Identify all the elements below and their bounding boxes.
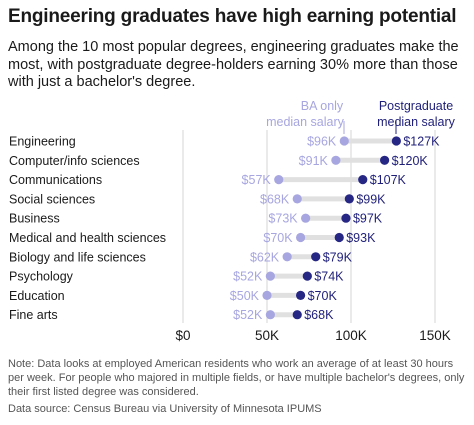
ba-point: [339, 136, 349, 146]
legend-ba-line2: median salary: [266, 115, 345, 129]
legend-pg-line2: median salary: [377, 115, 456, 129]
ba-point: [301, 213, 311, 223]
postgrad-value-label: $74K: [314, 270, 344, 284]
row-psychology: Psychology $52K $74K: [9, 270, 344, 284]
ba-point: [296, 232, 306, 243]
ba-point: [331, 155, 341, 165]
ba-value-label: $62K: [250, 250, 280, 264]
ba-point: [262, 290, 272, 300]
postgrad-value-label: $93K: [346, 231, 376, 245]
postgrad-value-label: $127K: [403, 135, 440, 149]
category-label: Business: [9, 212, 60, 226]
postgrad-value-label: $70K: [308, 289, 338, 303]
chart-note: Note: Data looks at employed American re…: [8, 358, 465, 398]
row-medical-and-health-sciences: Medical and health sciences $70K $93K: [9, 231, 376, 245]
ba-value-label: $50K: [230, 289, 260, 303]
postgrad-value-label: $120K: [392, 154, 429, 168]
ba-value-label: $70K: [263, 231, 293, 245]
row-business: Business $73K $97K: [9, 212, 383, 226]
category-label: Medical and health sciences: [9, 231, 166, 245]
x-tick-label: $0: [175, 328, 190, 343]
postgrad-point: [391, 136, 401, 146]
x-tick-label: 50K: [255, 328, 279, 343]
legend-pg-line1: Postgraduate: [379, 99, 453, 113]
postgrad-value-label: $68K: [304, 308, 334, 322]
ba-value-label: $96K: [307, 135, 337, 149]
row-biology-and-life-sciences: Biology and life sciences $62K $79K: [9, 250, 353, 264]
postgrad-value-label: $97K: [353, 212, 383, 226]
postgrad-point: [292, 310, 302, 320]
postgrad-value-label: $99K: [356, 192, 386, 206]
postgrad-point: [334, 232, 344, 243]
postgrad-point: [341, 213, 351, 223]
postgrad-point: [358, 175, 368, 185]
chart-title: Engineering graduates have high earning …: [8, 6, 457, 27]
data-rows: Engineering $96K $127K Computer/info scienc…: [9, 135, 440, 323]
x-tick-label: 100K: [335, 328, 367, 343]
row-engineering: Engineering $96K $127K: [9, 135, 440, 149]
ba-value-label: $52K: [233, 270, 263, 284]
ba-value-label: $52K: [233, 308, 263, 322]
chart-subtitle: Among the 10 most popular degrees, engin…: [8, 39, 459, 90]
postgrad-point: [302, 271, 312, 281]
row-education: Education $50K $70K: [9, 289, 337, 303]
postgrad-value-label: $107K: [370, 173, 407, 187]
x-tick-label: 150K: [419, 328, 451, 343]
x-axis: $0 50K 100K 150K: [175, 328, 450, 343]
postgrad-point: [296, 290, 306, 300]
postgrad-value-label: $79K: [323, 250, 353, 264]
legend: BA only median salary Postgraduate media…: [266, 99, 456, 134]
category-label: Communications: [9, 173, 102, 187]
data-source: Data source: Census Bureau via Universit…: [8, 403, 322, 415]
ba-point: [274, 175, 284, 185]
ba-value-label: $91K: [299, 154, 329, 168]
ba-point: [265, 271, 275, 281]
ba-value-label: $57K: [242, 173, 272, 187]
postgrad-point: [344, 194, 354, 204]
row-communications: Communications $57K $107K: [9, 173, 407, 187]
ba-point: [282, 252, 292, 262]
category-label: Computer/info sciences: [9, 154, 140, 168]
category-label: Social sciences: [9, 192, 95, 206]
postgrad-point: [380, 155, 390, 165]
category-label: Fine arts: [9, 308, 58, 322]
postgrad-point: [311, 252, 321, 262]
ba-value-label: $73K: [268, 212, 298, 226]
dumbbell-chart: BA only median salary Postgraduate media…: [9, 99, 456, 343]
row-fine-arts: Fine arts $52K $68K: [9, 308, 334, 322]
category-label: Biology and life sciences: [9, 250, 146, 264]
ba-point: [265, 310, 275, 320]
row-computer-info-sciences: Computer/info sciences $91K $120K: [9, 154, 428, 168]
category-label: Psychology: [9, 270, 74, 284]
category-label: Engineering: [9, 135, 76, 149]
row-social-sciences: Social sciences $68K $99K: [9, 192, 386, 206]
ba-value-label: $68K: [260, 192, 290, 206]
category-label: Education: [9, 289, 65, 303]
legend-ba-line1: BA only: [301, 99, 344, 113]
ba-point: [292, 194, 302, 204]
